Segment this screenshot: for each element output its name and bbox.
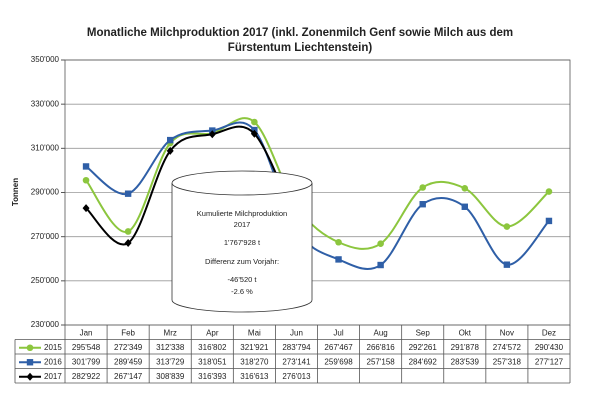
x-tick-label: Feb [121, 328, 135, 337]
series-line [85, 121, 550, 270]
point [419, 184, 427, 191]
table-value: 259'698 [324, 357, 353, 366]
annotation: Differenz zum Vorjahr: [205, 257, 279, 266]
table-value: 308'839 [156, 372, 185, 381]
table-value: 295'548 [72, 343, 101, 352]
table-value: 316'393 [198, 372, 227, 381]
table-value: 292'261 [409, 343, 438, 352]
chart-title: Monatliche Milchproduktion 2017 (inkl. Z… [87, 27, 513, 39]
table-value: 290'430 [535, 343, 564, 352]
table-value: 277'127 [535, 357, 564, 366]
x-tick-label: Jan [80, 328, 93, 337]
point [545, 217, 553, 225]
point [503, 223, 511, 230]
annotation: Kumulierte Milchproduktion [197, 209, 287, 218]
point [82, 176, 90, 184]
legend-label: 2016 [44, 357, 62, 366]
point [167, 136, 174, 144]
annotation: 2017 [234, 220, 251, 229]
point [82, 163, 90, 170]
point [503, 261, 511, 268]
point [461, 203, 468, 210]
x-tick-label: Nov [500, 328, 514, 337]
point [419, 201, 426, 208]
x-tick-label: Mrz [164, 328, 177, 337]
table-value: 273'141 [282, 357, 311, 366]
x-tick-label: Apr [206, 328, 219, 337]
y-axis-label: Tonnen [11, 178, 20, 206]
table-value: 283'794 [282, 343, 311, 352]
y-tick-label: 230'000 [31, 320, 60, 329]
table-value: 283'539 [451, 357, 480, 366]
point [250, 129, 258, 138]
table-value: 267'467 [324, 343, 353, 352]
table-value: 316'613 [240, 372, 269, 381]
annotation: -2.6 % [231, 287, 253, 296]
point [166, 146, 174, 155]
y-tick-label: 330'000 [31, 99, 60, 108]
point [545, 188, 553, 195]
y-tick-label: 310'000 [31, 143, 60, 152]
x-tick-label: Okt [459, 328, 472, 337]
table-value: 272'349 [114, 343, 143, 352]
table-value: 274'572 [493, 343, 522, 352]
table-value: 282'922 [72, 372, 101, 381]
table-value: 318'051 [198, 357, 227, 366]
table-value: 318'270 [240, 357, 269, 366]
table-value: 316'802 [198, 343, 227, 352]
table-value: 257'158 [367, 357, 396, 366]
legend-marker [26, 372, 34, 381]
table-value: 312'338 [156, 343, 185, 352]
point [461, 185, 469, 192]
x-tick-label: Jul [333, 328, 343, 337]
legend-marker [26, 344, 34, 352]
table-value: 301'799 [72, 357, 101, 366]
annotation: 1'767'928 t [224, 238, 261, 247]
legend-marker [26, 359, 34, 366]
cylinder-top [171, 170, 313, 196]
y-tick-label: 270'000 [31, 232, 60, 241]
point [124, 238, 132, 247]
x-tick-label: Sep [416, 328, 431, 337]
cylinder [171, 183, 313, 313]
point [377, 261, 384, 269]
legend-label: 2015 [44, 343, 62, 352]
table-value: 257'318 [493, 357, 522, 366]
y-tick-label: 290'000 [31, 188, 60, 197]
chart-title: Fürstentum Liechtenstein) [228, 42, 373, 54]
point [124, 228, 132, 235]
y-tick-label: 350'000 [31, 55, 60, 64]
x-tick-label: Dez [542, 328, 556, 337]
table-value: 313'729 [156, 357, 185, 366]
x-tick-label: Jun [290, 328, 303, 337]
point [208, 130, 216, 139]
y-tick-label: 250'000 [31, 276, 60, 285]
table-value: 291'878 [451, 343, 480, 352]
point [82, 204, 90, 213]
point [377, 240, 384, 247]
table-value: 276'013 [282, 372, 311, 381]
x-tick-label: Mai [248, 328, 261, 337]
point [124, 190, 132, 197]
table-value: 266'816 [367, 343, 396, 352]
table-value: 267'147 [114, 372, 143, 381]
point [335, 238, 342, 246]
table-value: 284'692 [409, 357, 438, 366]
point [251, 118, 258, 126]
table-value: 321'921 [240, 343, 269, 352]
legend-label: 2017 [44, 372, 62, 381]
table-value: 289'459 [114, 357, 143, 366]
annotation: -46'520 t [228, 275, 258, 284]
point [335, 256, 342, 263]
x-tick-label: Aug [374, 328, 388, 337]
